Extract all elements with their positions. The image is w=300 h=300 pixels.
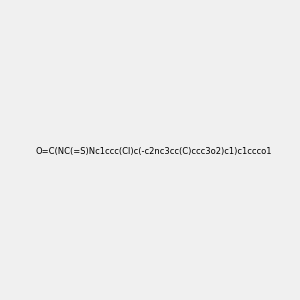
Text: O=C(NC(=S)Nc1ccc(Cl)c(-c2nc3cc(C)ccc3o2)c1)c1ccco1: O=C(NC(=S)Nc1ccc(Cl)c(-c2nc3cc(C)ccc3o2)…	[35, 147, 272, 156]
